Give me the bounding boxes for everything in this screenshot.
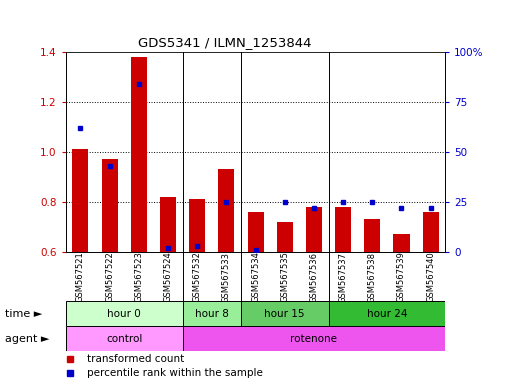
Text: GSM567534: GSM567534	[250, 252, 260, 302]
Bar	[247, 212, 263, 252]
Text: control: control	[106, 334, 142, 344]
Bar	[189, 199, 205, 252]
Text: GSM567533: GSM567533	[221, 252, 230, 303]
Text: GSM567537: GSM567537	[338, 252, 347, 303]
Bar	[364, 219, 380, 252]
Bar	[393, 234, 409, 252]
Text: GSM567536: GSM567536	[309, 252, 318, 303]
Text: GSM567539: GSM567539	[396, 252, 405, 302]
Bar	[182, 326, 444, 351]
Text: hour 24: hour 24	[366, 309, 407, 319]
Text: GSM567535: GSM567535	[280, 252, 289, 302]
Text: hour 8: hour 8	[194, 309, 228, 319]
Text: GSM567540: GSM567540	[425, 252, 434, 302]
Text: GSM567521: GSM567521	[76, 252, 85, 302]
Bar	[334, 207, 350, 252]
Bar	[422, 212, 438, 252]
Bar	[72, 149, 88, 252]
Bar	[240, 301, 328, 326]
Text: hour 0: hour 0	[107, 309, 141, 319]
Text: GSM567524: GSM567524	[163, 252, 172, 302]
Bar	[102, 159, 117, 252]
Text: rotenone: rotenone	[290, 334, 337, 344]
Title: GDS5341 / ILMN_1253844: GDS5341 / ILMN_1253844	[138, 36, 311, 49]
Text: GSM567532: GSM567532	[192, 252, 201, 302]
Text: GSM567522: GSM567522	[105, 252, 114, 302]
Text: transformed count: transformed count	[86, 354, 183, 364]
Bar	[218, 169, 234, 252]
Bar	[160, 197, 176, 252]
Bar	[66, 301, 182, 326]
Text: percentile rank within the sample: percentile rank within the sample	[86, 368, 262, 378]
Bar	[276, 222, 292, 252]
Text: hour 15: hour 15	[264, 309, 305, 319]
Bar	[328, 301, 444, 326]
Bar	[306, 207, 321, 252]
Text: time ►: time ►	[5, 309, 42, 319]
Bar	[182, 301, 240, 326]
Text: agent ►: agent ►	[5, 334, 49, 344]
Text: GSM567523: GSM567523	[134, 252, 143, 302]
Bar	[66, 326, 182, 351]
Text: GSM567538: GSM567538	[367, 252, 376, 303]
Bar	[130, 57, 146, 252]
